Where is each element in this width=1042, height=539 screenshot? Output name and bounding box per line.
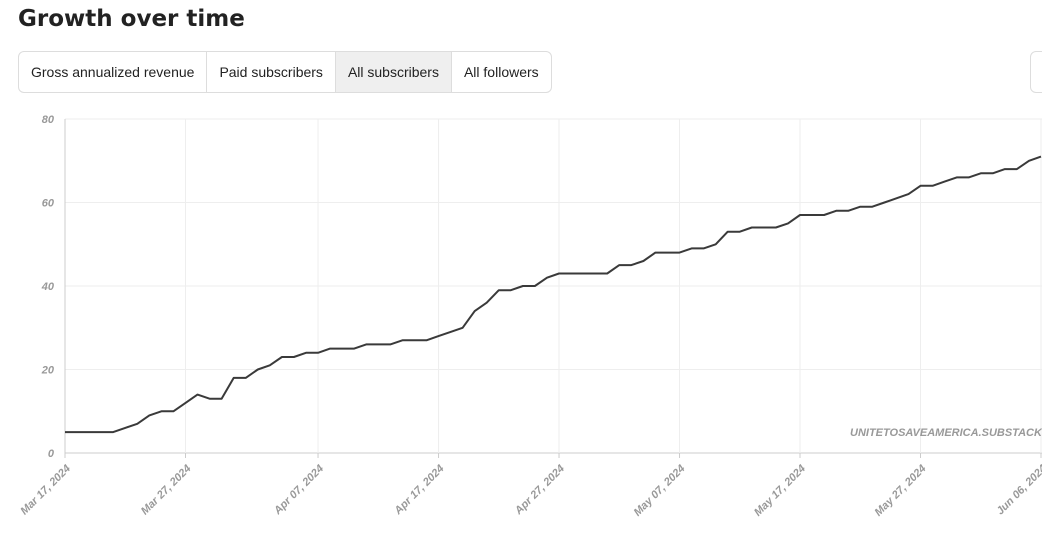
x-tick-label: Jun 06, 2024: [994, 463, 1042, 518]
page-title: Growth over time: [18, 6, 245, 32]
tab[interactable]: Gross annualized revenue: [19, 52, 208, 92]
y-tick-label: 60: [42, 198, 55, 210]
x-tick-label: Mar 27, 2024: [139, 463, 194, 518]
tab[interactable]: Paid subscribers: [207, 52, 336, 92]
side-control[interactable]: [1030, 51, 1042, 93]
x-tick-label: May 17, 2024: [752, 463, 808, 519]
x-tick-label: Apr 17, 2024: [392, 463, 447, 518]
x-tick-label: Apr 07, 2024: [271, 463, 326, 518]
x-tick-label: Apr 27, 2024: [512, 463, 567, 518]
y-tick-label: 0: [48, 448, 55, 460]
x-tick-label: May 27, 2024: [873, 463, 929, 519]
chart: 0 20 40 60 80 Mar 17, 2024 Mar 27, 2024 Apr 07,…: [18, 114, 1042, 519]
x-tick-label: May 07, 2024: [632, 463, 688, 519]
tab[interactable]: All subscribers: [335, 52, 452, 92]
y-tick-label: 20: [41, 365, 55, 377]
y-tick-label: 40: [41, 281, 55, 293]
tab[interactable]: All followers: [463, 64, 539, 80]
x-tick-label: Mar 17, 2024: [18, 463, 73, 518]
tab-bar: Gross annualized revenue Paid subscribers…: [18, 51, 552, 93]
y-tick-label: 80: [42, 114, 55, 126]
watermark: UNITETOSAVEAMERICA.SUBSTACK: [850, 427, 1042, 439]
line: [65, 155, 1042, 434]
